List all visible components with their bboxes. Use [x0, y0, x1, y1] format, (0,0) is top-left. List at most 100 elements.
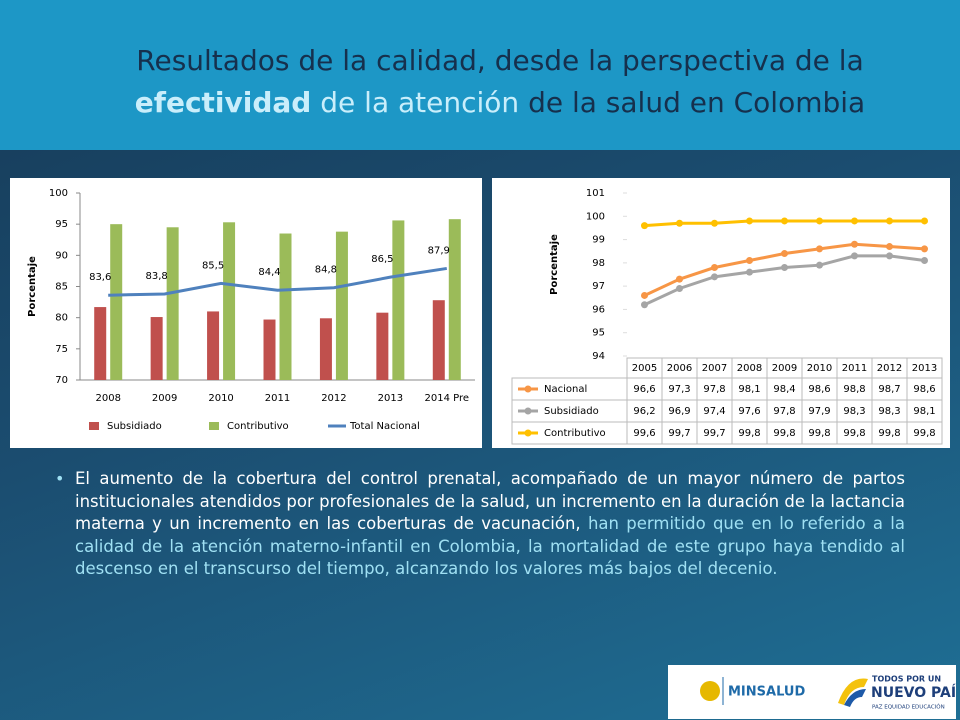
marker — [781, 217, 788, 225]
slogan: TODOS POR UN — [872, 675, 941, 684]
table-cell: 98,3 — [843, 406, 865, 417]
table-cell: 97,6 — [738, 406, 760, 417]
y-tick-label: 80 — [55, 313, 68, 324]
marker — [851, 252, 858, 260]
legend-label: Subsidiado — [107, 421, 162, 432]
bar — [279, 233, 292, 380]
table-header: 2007 — [702, 363, 727, 374]
marker — [641, 291, 648, 299]
marker — [886, 217, 893, 225]
y-tick-label: 99 — [592, 235, 605, 246]
marker — [746, 268, 753, 276]
x-tick-label: 2014 Pre — [425, 393, 470, 404]
y-tick-label: 96 — [592, 304, 605, 315]
title-line: Resultados de la calidad, desde la persp… — [136, 44, 864, 77]
combo-chart: Porcentaje 70 75 80 85 90 95 100 2008 2009 2010 201… — [10, 178, 482, 448]
table-cell: 96,2 — [633, 406, 655, 417]
data-label: 83,8 — [146, 271, 168, 282]
y-tick-label: 95 — [592, 328, 605, 339]
y-tick-label: 94 — [592, 351, 605, 362]
bar — [94, 307, 107, 380]
bar — [319, 318, 332, 380]
legend-label: Subsidiado — [544, 406, 599, 417]
emblem — [700, 681, 720, 701]
table-cell: 96,9 — [668, 406, 690, 417]
x-tick-label: 2012 — [321, 393, 346, 404]
y-tick-label: 97 — [592, 281, 605, 292]
y-tick-label: 70 — [55, 375, 68, 386]
paragraph: El aumento de la cobertura del control p… — [75, 468, 905, 581]
marker — [746, 217, 753, 225]
table-header: 2008 — [737, 363, 762, 374]
marker — [676, 219, 683, 227]
table-header: 2011 — [842, 363, 867, 374]
bullet: • — [55, 469, 65, 488]
bar — [110, 224, 123, 380]
table-header: 2010 — [807, 363, 832, 374]
table-header: 2009 — [772, 363, 797, 374]
bar — [335, 231, 348, 380]
bar — [448, 219, 461, 380]
y-tick-label: 90 — [55, 250, 68, 261]
legend-swatch — [524, 429, 532, 437]
bar — [263, 319, 276, 380]
data-label: 85,5 — [202, 260, 224, 271]
marker — [676, 275, 683, 283]
marker — [816, 217, 823, 225]
line — [643, 254, 925, 307]
text-white: El aumento de la cobertura del control p… — [75, 469, 905, 533]
x-tick-label: 2010 — [208, 393, 233, 404]
title-dark: de la salud en Colombia — [519, 86, 866, 119]
table-cell: 99,8 — [913, 428, 935, 439]
y-tick-label: 100 — [586, 211, 605, 222]
flag-icon — [844, 689, 866, 707]
table-header: 2013 — [912, 363, 937, 374]
title-light: de la atención — [311, 86, 520, 119]
table-cell: 98,4 — [773, 384, 795, 395]
marker — [641, 222, 648, 230]
y-axis-label: Porcentaje — [27, 256, 38, 317]
marker — [641, 301, 648, 309]
table-cell: 97,9 — [808, 406, 830, 417]
title-bold: efectividad — [134, 86, 312, 119]
legend-label: Contributivo — [227, 421, 289, 432]
table-cell: 98,6 — [913, 384, 935, 395]
legend-swatch — [524, 407, 532, 415]
legend-label: Contributivo — [544, 428, 606, 439]
x-tick-label: 2009 — [152, 393, 177, 404]
marker — [781, 250, 788, 258]
y-tick-label: 95 — [55, 219, 68, 230]
slogan: PAZ EQUIDAD EDUCACIÓN — [872, 704, 945, 711]
table-header: 2006 — [667, 363, 692, 374]
table-cell: 98,8 — [843, 384, 865, 395]
ministry-logo: MINSALUD — [728, 685, 805, 700]
table-cell: 99,8 — [878, 428, 900, 439]
legend-swatch — [209, 422, 219, 430]
table-cell: 99,7 — [668, 428, 690, 439]
y-tick-label: 98 — [592, 258, 605, 269]
y-tick-label: 85 — [55, 282, 68, 293]
marker — [781, 264, 788, 272]
table-header: 2012 — [877, 363, 902, 374]
data-label: 87,9 — [428, 245, 450, 256]
marker — [711, 264, 718, 272]
legend-label: Total Nacional — [349, 421, 420, 432]
logos: MINSALUD TODOS POR UN NUEVO PAÍS PAZ EQU… — [668, 665, 956, 719]
marker — [746, 257, 753, 265]
table-cell: 99,8 — [843, 428, 865, 439]
x-tick-label: 2008 — [95, 393, 120, 404]
bar — [432, 300, 445, 380]
marker — [711, 219, 718, 227]
data-label: 84,8 — [315, 265, 337, 276]
marker — [816, 245, 823, 253]
marker — [921, 245, 928, 253]
table-cell: 97,8 — [703, 384, 725, 395]
y-tick-label: 100 — [49, 188, 68, 199]
table-cell: 99,6 — [633, 428, 655, 439]
data-label: 84,4 — [258, 267, 280, 278]
table-cell: 98,1 — [738, 384, 760, 395]
bar — [376, 312, 389, 380]
marker — [711, 273, 718, 281]
table-cell: 99,7 — [703, 428, 725, 439]
